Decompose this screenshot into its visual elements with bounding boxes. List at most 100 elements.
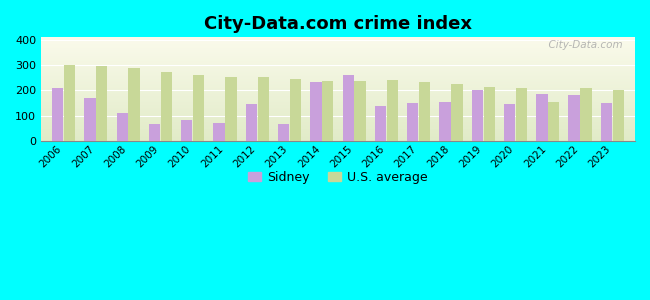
Bar — [193, 75, 204, 141]
Bar — [472, 91, 483, 141]
Bar — [41, 127, 635, 128]
Bar — [375, 106, 386, 141]
Bar — [41, 95, 635, 97]
Bar — [451, 84, 463, 141]
Bar — [41, 100, 635, 101]
Bar — [84, 98, 96, 141]
Bar — [41, 134, 635, 135]
Bar — [161, 72, 172, 141]
Bar — [516, 88, 527, 141]
Bar — [41, 93, 635, 94]
Bar — [41, 61, 635, 62]
Bar — [41, 39, 635, 41]
Bar — [290, 79, 301, 141]
Bar — [41, 82, 635, 83]
Bar — [257, 77, 269, 141]
Bar — [41, 116, 635, 117]
Bar — [116, 113, 128, 141]
Bar — [41, 118, 635, 119]
Bar — [41, 139, 635, 140]
Bar — [310, 82, 322, 141]
Bar — [41, 45, 635, 46]
Bar — [41, 65, 635, 66]
Bar — [41, 74, 635, 75]
Bar — [41, 129, 635, 130]
Bar — [41, 47, 635, 48]
Bar — [343, 75, 354, 141]
Bar — [41, 70, 635, 72]
Bar — [41, 94, 635, 95]
Bar — [246, 104, 257, 141]
Bar — [419, 82, 430, 141]
Bar — [41, 135, 635, 136]
Bar — [41, 107, 635, 108]
Bar — [536, 94, 547, 141]
Bar — [41, 91, 635, 92]
Bar — [84, 98, 96, 141]
Bar — [41, 75, 635, 76]
Bar — [41, 81, 635, 82]
Bar — [41, 104, 635, 105]
Bar — [41, 90, 635, 91]
Bar — [213, 123, 225, 141]
Bar — [354, 81, 366, 141]
Bar — [41, 76, 635, 77]
Bar — [41, 46, 635, 47]
Bar — [41, 124, 635, 126]
Bar — [354, 81, 366, 141]
Bar — [580, 88, 592, 141]
Bar — [41, 68, 635, 70]
Bar — [41, 73, 635, 74]
Bar — [41, 41, 635, 43]
Bar — [213, 123, 225, 141]
Bar — [193, 75, 204, 141]
Bar — [41, 48, 635, 49]
Bar — [129, 68, 140, 141]
Bar — [41, 131, 635, 132]
Bar — [548, 102, 560, 141]
Bar — [41, 130, 635, 131]
Bar — [41, 119, 635, 120]
Bar — [41, 55, 635, 56]
Bar — [41, 109, 635, 110]
Bar — [41, 105, 635, 106]
Bar — [613, 91, 624, 141]
Bar — [41, 60, 635, 61]
Bar — [601, 103, 612, 141]
Bar — [41, 117, 635, 118]
Bar — [41, 89, 635, 90]
Bar — [96, 66, 107, 141]
Bar — [161, 72, 172, 141]
Bar — [484, 87, 495, 141]
Bar — [52, 88, 63, 141]
Text: City-Data.com: City-Data.com — [543, 40, 623, 50]
Bar — [484, 87, 495, 141]
Bar — [439, 102, 450, 141]
Bar — [41, 103, 635, 104]
Bar — [41, 72, 635, 73]
Bar — [149, 124, 160, 141]
Bar — [64, 65, 75, 141]
Bar — [41, 120, 635, 122]
Bar — [41, 64, 635, 65]
Bar — [41, 52, 635, 53]
Bar — [41, 99, 635, 100]
Bar — [64, 65, 75, 141]
Bar — [41, 56, 635, 57]
Bar — [41, 59, 635, 60]
Bar — [116, 113, 128, 141]
Bar — [149, 124, 160, 141]
Bar — [41, 58, 635, 59]
Bar — [41, 132, 635, 133]
Bar — [472, 91, 483, 141]
Bar — [290, 79, 301, 141]
Bar — [41, 112, 635, 113]
Bar — [52, 88, 63, 141]
Bar — [41, 44, 635, 45]
Bar — [181, 120, 192, 141]
Bar — [41, 115, 635, 116]
Bar — [322, 81, 333, 141]
Bar — [41, 92, 635, 93]
Bar — [310, 82, 322, 141]
Bar — [580, 88, 592, 141]
